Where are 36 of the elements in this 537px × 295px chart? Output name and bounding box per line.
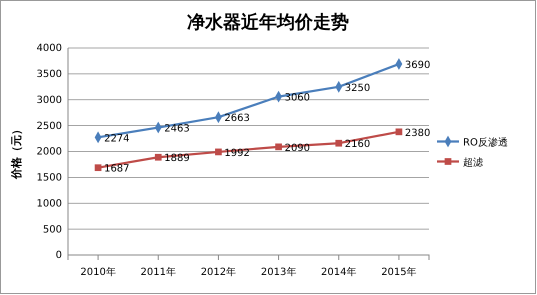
y-tick-label: 4000 <box>36 43 62 54</box>
data-label: 1687 <box>104 164 130 175</box>
legend-label: 超滤 <box>463 156 483 168</box>
y-axis-title: 价格（元） <box>10 124 23 180</box>
data-label: 1889 <box>164 153 190 164</box>
y-tick-label: 2000 <box>36 146 62 158</box>
data-label: 2274 <box>104 133 130 144</box>
data-label: 2380 <box>404 128 430 139</box>
legend-label: RO反渗透 <box>463 136 508 148</box>
x-tick-label: 2015年 <box>381 266 417 278</box>
y-tick-label: 0 <box>56 250 62 262</box>
data-label: 3060 <box>284 92 310 104</box>
data-label: 3250 <box>344 82 370 94</box>
data-label: 1992 <box>224 148 250 159</box>
point <box>215 148 222 156</box>
y-tick-label: 3000 <box>36 94 62 106</box>
data-label: 2663 <box>224 113 250 124</box>
y-tick-label: 1000 <box>36 198 62 210</box>
chart-title: 净水器近年均价走势 <box>187 12 349 33</box>
point <box>396 128 402 136</box>
data-label: 2160 <box>344 139 370 150</box>
y-tick-label: 500 <box>42 224 62 236</box>
x-tick-label: 2011年 <box>140 266 176 278</box>
point <box>154 154 162 161</box>
data-label: 3690 <box>404 60 430 72</box>
y-tick-label: 2500 <box>36 120 62 132</box>
y-tick-label: 3500 <box>36 69 62 80</box>
point <box>275 143 282 150</box>
data-label: 2463 <box>164 124 190 135</box>
x-tick-label: 2014年 <box>321 266 356 278</box>
y-tick-label: 1500 <box>36 172 62 184</box>
point <box>335 140 342 147</box>
x-tick-label: 2012年 <box>200 266 236 278</box>
x-tick-label: 2013年 <box>260 266 296 278</box>
x-tick-label: 2010年 <box>80 266 116 278</box>
point <box>94 164 102 172</box>
